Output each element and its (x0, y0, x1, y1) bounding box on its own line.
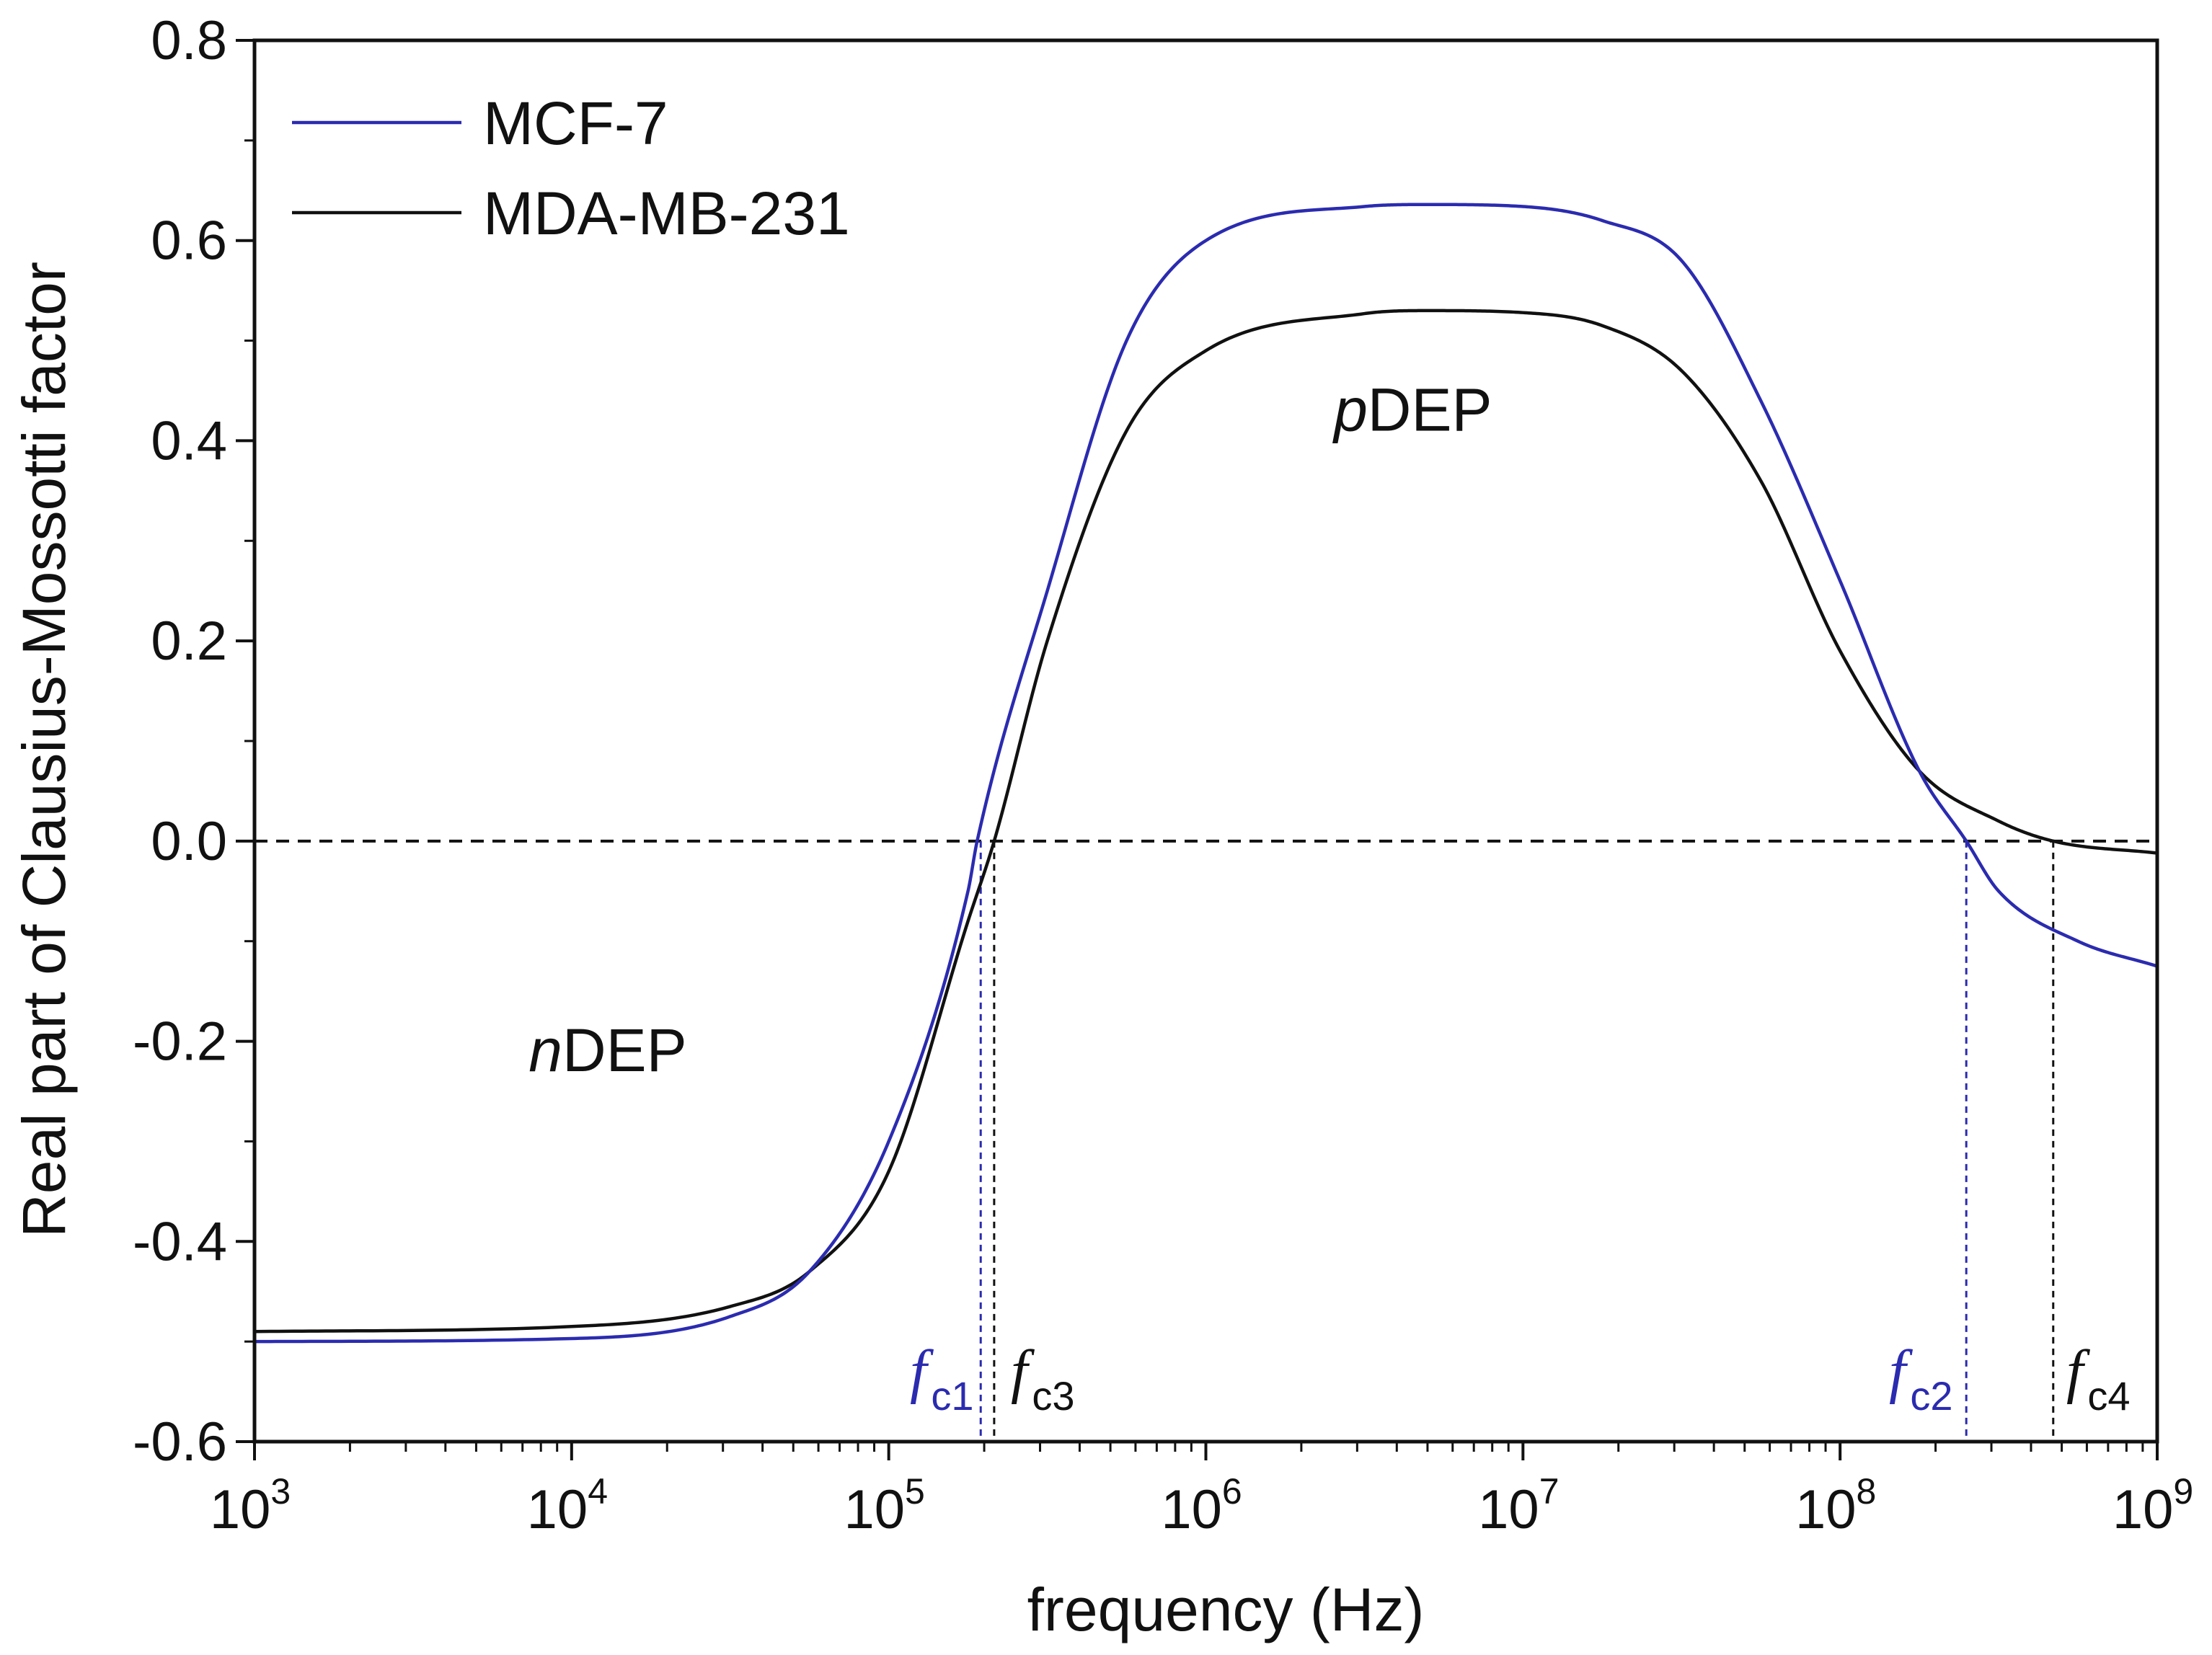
y-tick-label: -0.6 (133, 1411, 227, 1473)
annotation-italic: p (1332, 376, 1368, 444)
x-tick-label: 105 (844, 1471, 924, 1540)
x-tick-exp: 9 (2173, 1471, 2193, 1512)
x-tick-base: 10 (1161, 1479, 1222, 1540)
series-line-mda-mb-231 (254, 309, 2158, 1334)
annotation-pdep: pDEP (1332, 376, 1492, 444)
x-axis-ticks: 103 104 105 106 107 108 109 (210, 1442, 2193, 1540)
x-tick-base: 10 (1795, 1479, 1857, 1540)
legend-label: MCF-7 (483, 89, 668, 157)
annotation-text: DEP (562, 1016, 687, 1084)
annotation-ndep: nDEP (528, 1016, 686, 1084)
x-tick-exp: 3 (270, 1471, 291, 1512)
y-tick-label: 0.0 (151, 811, 227, 872)
x-axis-label: frequency (Hz) (1027, 1576, 1425, 1643)
data-series (254, 203, 2158, 1344)
series-line-mcf-7 (254, 203, 2158, 1344)
x-tick-exp: 5 (905, 1471, 925, 1512)
x-tick-label: 106 (1161, 1471, 1242, 1540)
y-tick-label: -0.4 (133, 1211, 227, 1272)
annotation-italic: n (528, 1016, 562, 1084)
y-tick-label: -0.2 (133, 1011, 227, 1073)
x-tick-exp: 6 (1222, 1471, 1242, 1512)
x-tick-base: 10 (1478, 1479, 1539, 1540)
x-tick-base: 10 (844, 1479, 905, 1540)
x-tick-base: 10 (2113, 1479, 2174, 1540)
annotation-text: DEP (1368, 376, 1492, 444)
x-tick-label: 107 (1478, 1471, 1559, 1540)
crossover-label-sub: c2 (1910, 1373, 1952, 1419)
x-tick-exp: 7 (1539, 1471, 1560, 1512)
x-tick-label: 108 (1795, 1471, 1876, 1540)
x-tick-label: 104 (527, 1471, 608, 1540)
x-tick-exp: 4 (588, 1471, 608, 1512)
crossover-label-sub: c4 (2087, 1373, 2130, 1419)
y-tick-label: 0.4 (151, 410, 227, 471)
crossover-label-sub: c1 (931, 1373, 973, 1419)
x-tick-label: 103 (210, 1471, 291, 1540)
y-tick-label: 0.2 (151, 611, 227, 672)
x-tick-base: 10 (527, 1479, 588, 1540)
x-tick-base: 10 (210, 1479, 271, 1540)
x-tick-exp: 8 (1857, 1471, 1877, 1512)
legend-label: MDA-MB-231 (483, 179, 850, 247)
crossover-label-sub: c3 (1032, 1373, 1074, 1419)
y-axis-label: Real part of Clausius-Mossotti factor (10, 262, 78, 1238)
y-tick-label: 0.8 (151, 10, 227, 71)
crossover-markers: f c1 f c3 f c2 f c4 (910, 840, 2131, 1442)
legend: MCF-7 MDA-MB-231 (292, 89, 850, 247)
y-tick-label: 0.6 (151, 210, 227, 272)
x-tick-label: 109 (2113, 1471, 2193, 1540)
y-axis-ticks: 0.8 0.6 0.4 0.2 0.0 -0.2 -0.4 -0.6 (133, 10, 255, 1473)
